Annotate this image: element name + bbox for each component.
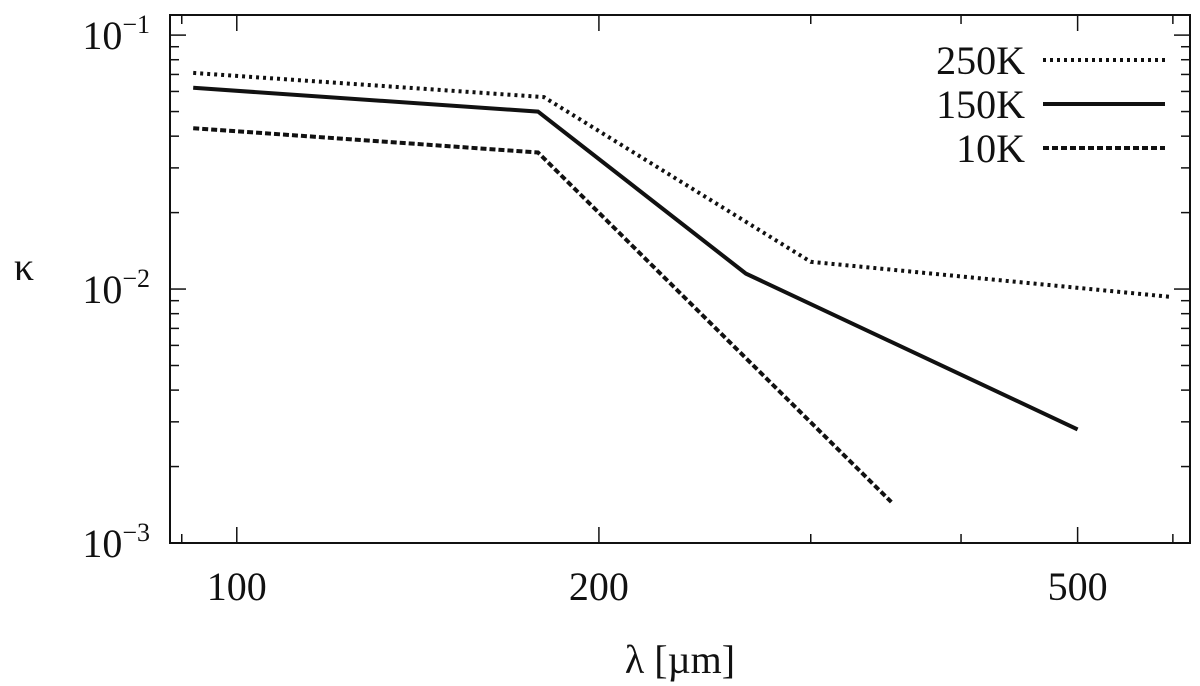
legend-label: 10K <box>956 126 1025 171</box>
x-axis-label: λ [µm] <box>625 637 735 682</box>
series-line-10k <box>193 126 893 504</box>
series-layer <box>193 70 1174 504</box>
y-tick-label: 10−1 <box>82 10 150 58</box>
y-tick-label: 10−3 <box>82 518 150 566</box>
series-line-150k <box>193 85 1079 432</box>
legend-label: 250K <box>936 38 1025 83</box>
axes: 100 200 500 10−1 10−2 10−3 <box>82 10 1191 609</box>
legend-label: 150K <box>936 82 1025 127</box>
x-tick-label: 200 <box>569 564 629 609</box>
x-tick-label: 100 <box>207 564 267 609</box>
series-line-250k <box>193 70 1174 300</box>
y-tick-label: 10−2 <box>82 264 150 312</box>
plot-frame <box>169 14 1191 544</box>
x-tick-label: 500 <box>1048 564 1108 609</box>
y-axis-label: κ <box>14 244 34 289</box>
